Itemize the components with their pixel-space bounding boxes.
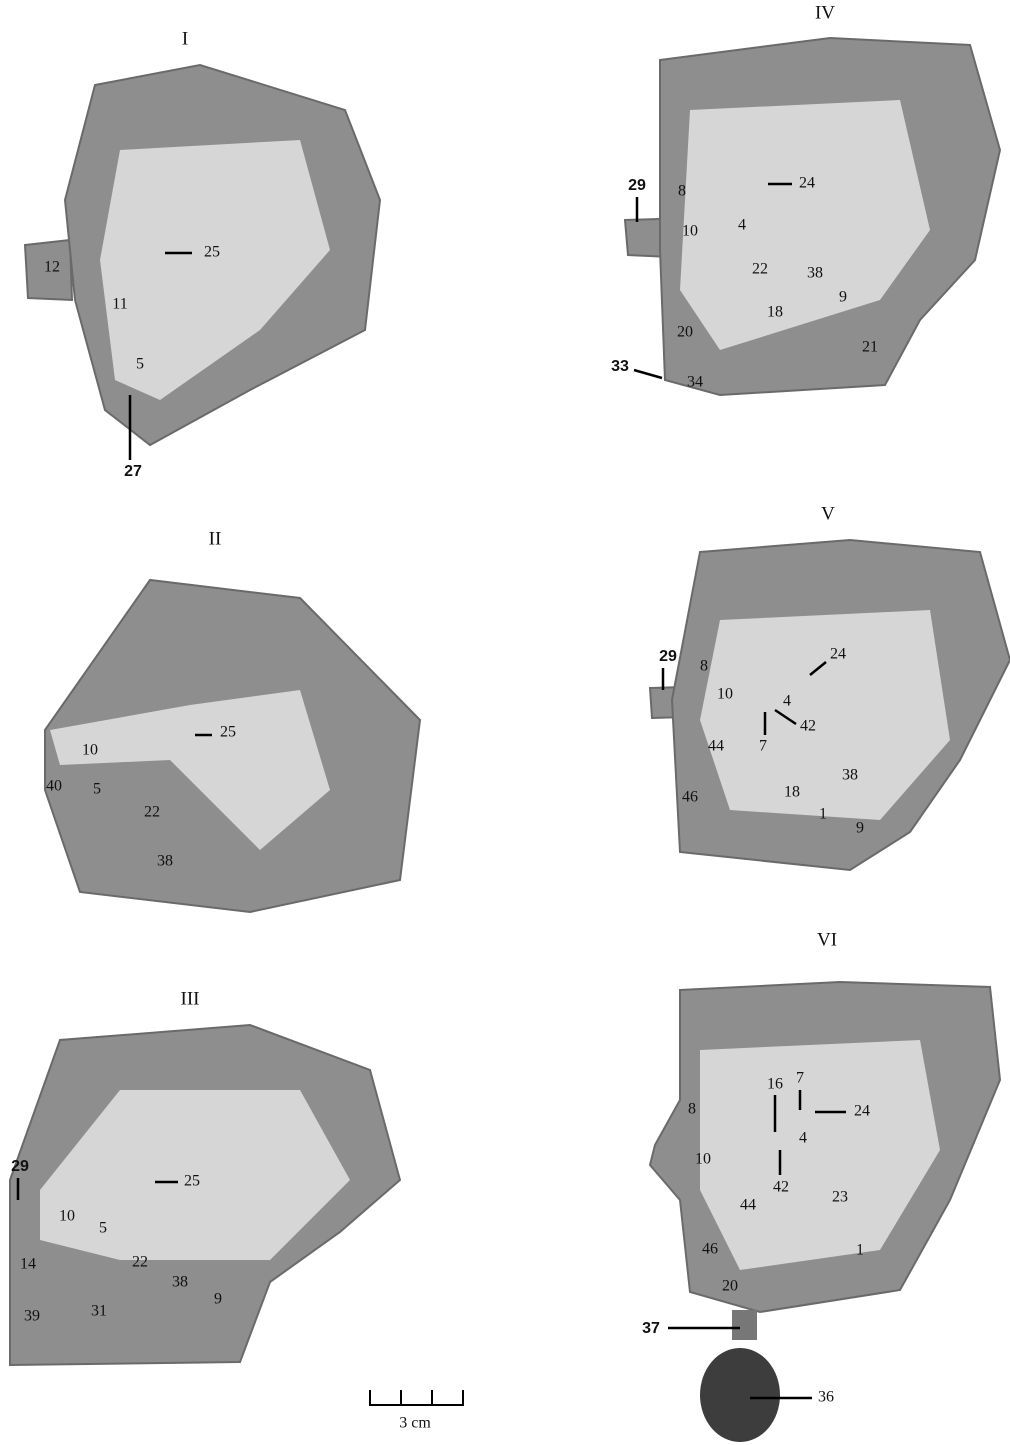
section-iv [625, 38, 1000, 395]
structure-label: 10 [682, 223, 698, 240]
structure-label: 7 [759, 738, 767, 755]
panel-title: III [181, 988, 200, 1009]
structure-label: 38 [842, 767, 858, 784]
structure-label: 42 [773, 1179, 789, 1196]
structure-label: 9 [856, 820, 864, 837]
structure-label: 25 [184, 1173, 200, 1190]
section-ii [45, 580, 420, 912]
structure-label: 5 [99, 1220, 107, 1237]
structure-label: 27 [124, 463, 142, 480]
structure-label: 25 [220, 724, 236, 741]
structure-label: 16 [767, 1076, 783, 1093]
structure-label: 9 [839, 289, 847, 306]
structure-label: 20 [677, 324, 693, 341]
structure-label: 22 [144, 804, 160, 821]
structure-label: 8 [688, 1101, 696, 1118]
structure-label: 24 [830, 646, 846, 663]
structure-label: 33 [611, 358, 629, 375]
structure-label: 29 [11, 1158, 29, 1175]
structure-label: 24 [854, 1103, 870, 1120]
structure-label: 1 [819, 806, 827, 823]
structure-label: 44 [708, 738, 724, 755]
panel-title: VI [817, 929, 837, 950]
section-v [650, 540, 1010, 870]
structure-label: 10 [717, 686, 733, 703]
structure-label: 39 [24, 1308, 40, 1325]
panel-title: IV [815, 2, 835, 23]
section-iii [10, 1025, 400, 1365]
scale-label: 3 cm [399, 1415, 431, 1432]
structure-label: 14 [20, 1256, 36, 1273]
structure-label: 42 [800, 718, 816, 735]
leader-line [634, 370, 662, 378]
section-i [25, 65, 380, 445]
structure-label: 24 [799, 175, 815, 192]
structure-label: 1 [856, 1242, 864, 1259]
section-vi [650, 982, 1000, 1442]
structure-label: 22 [132, 1254, 148, 1271]
panel-title: I [182, 28, 188, 49]
structure-label: 29 [628, 177, 646, 194]
structure-label: 25 [204, 244, 220, 261]
scale-bar: 3 cm [370, 1390, 463, 1432]
structure-label: 18 [784, 784, 800, 801]
structure-label: 5 [93, 781, 101, 798]
structure-label: 46 [682, 789, 698, 806]
structure-label: 29 [659, 648, 677, 665]
structure-label: 4 [799, 1130, 807, 1147]
structure-label: 23 [832, 1189, 848, 1206]
figure: 3 cm I122511527IV29824104223891820213334… [0, 0, 1010, 1445]
panel-title: V [821, 503, 835, 524]
structure-label: 37 [642, 1320, 660, 1337]
structure-label: 22 [752, 261, 768, 278]
structure-label: 10 [82, 742, 98, 759]
structure-label: 11 [112, 296, 127, 313]
structure-label: 4 [783, 693, 791, 710]
structure-label: 44 [740, 1197, 756, 1214]
structure-label: 8 [678, 183, 686, 200]
structure-label: 38 [807, 265, 823, 282]
structure-label: 10 [695, 1151, 711, 1168]
structure-label: 34 [687, 374, 703, 391]
structure-label: 12 [44, 259, 60, 276]
structure-label: 4 [738, 217, 746, 234]
structure-label: 46 [702, 1241, 718, 1258]
structure-label: 38 [157, 853, 173, 870]
structure-label: 9 [214, 1291, 222, 1308]
structure-label: 7 [796, 1070, 804, 1087]
structure-label: 5 [136, 356, 144, 373]
structure-label: 21 [862, 339, 878, 356]
structure-label: 40 [46, 778, 62, 795]
structure-label: 31 [91, 1303, 107, 1320]
structure-label: 20 [722, 1278, 738, 1295]
structure-label: 18 [767, 304, 783, 321]
structure-label: 36 [818, 1389, 834, 1406]
structure-label: 10 [59, 1208, 75, 1225]
structure-label: 8 [700, 658, 708, 675]
panel-title: II [209, 528, 222, 549]
structure-label: 38 [172, 1274, 188, 1291]
